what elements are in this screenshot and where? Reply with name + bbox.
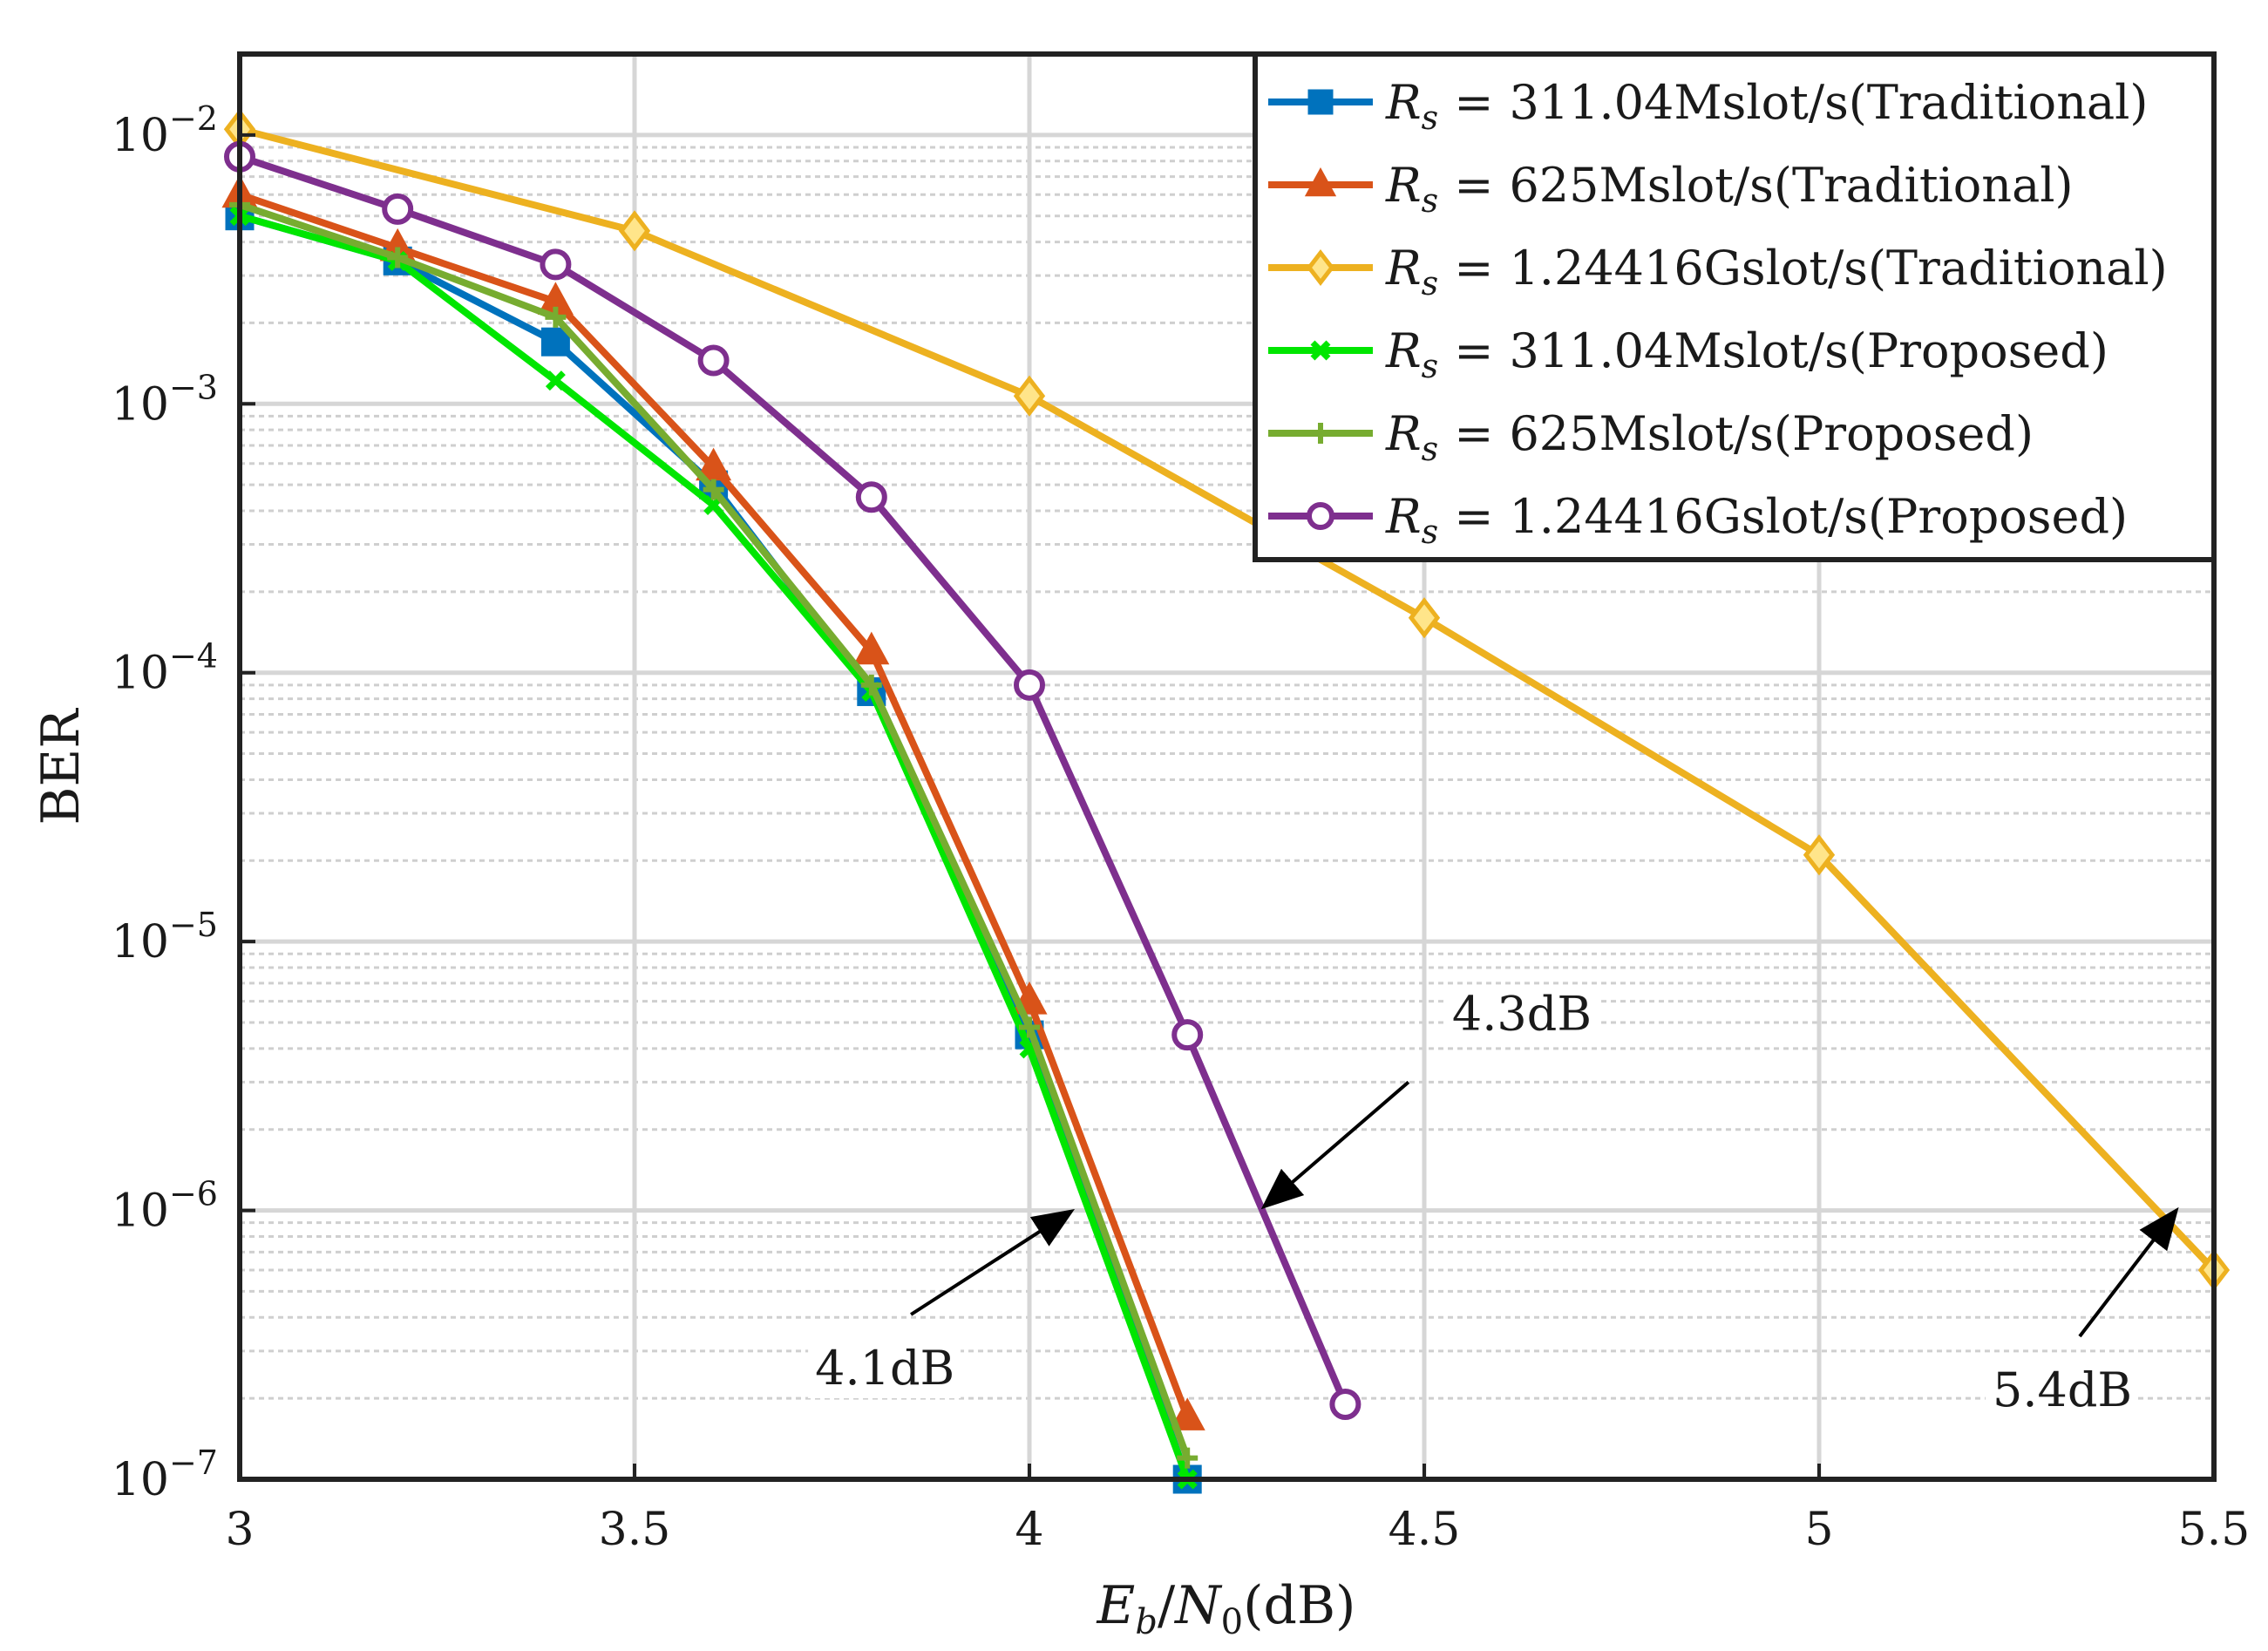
x-label-unit: (dB) xyxy=(1243,1575,1355,1636)
annotation-label: 4.1dB xyxy=(815,1341,954,1396)
data-point xyxy=(1304,166,1337,197)
data-point xyxy=(1310,423,1331,444)
x-tick-label: 4.5 xyxy=(1389,1504,1461,1556)
y-tick-label: 10−7 xyxy=(112,1444,218,1506)
legend-label: Rs = 1.24416Gslot/s(Traditional) xyxy=(1385,241,2168,302)
legend-entry: Rs = 311.04Mslot/s(Proposed) xyxy=(1268,323,2108,385)
legend: Rs = 311.04Mslot/s(Traditional) Rs = 625Mslot… xyxy=(1253,51,2217,562)
y-tick-label: 10−4 xyxy=(112,637,218,700)
series-line xyxy=(239,126,2217,1273)
annotation-label: 5.4dB xyxy=(1993,1362,2132,1417)
legend-label: Rs = 311.04Mslot/s(Proposed) xyxy=(1385,323,2108,385)
x-label-zero: 0 xyxy=(1221,1602,1243,1642)
series-line xyxy=(238,153,1349,1406)
y-tick-label: 10−2 xyxy=(112,99,218,162)
plot-frame xyxy=(237,51,2217,1482)
legend-entry: Rs = 1.24416Gslot/s(Traditional) xyxy=(1268,241,2168,302)
data-point xyxy=(703,479,724,500)
annotation-bg xyxy=(808,1342,961,1398)
x-axis-label: Eb/N0(dB) xyxy=(1097,1575,1356,1642)
legend-label: Rs = 1.24416Gslot/s(Proposed) xyxy=(1385,489,2128,551)
data-point xyxy=(1306,248,1335,287)
x-tick-label: 3.5 xyxy=(599,1504,671,1556)
data-point xyxy=(1803,834,1836,876)
data-point xyxy=(382,193,414,225)
data-point xyxy=(1307,502,1334,530)
annotation-arrow xyxy=(1260,1080,1410,1210)
data-point xyxy=(545,370,566,391)
x-tick-label: 3 xyxy=(225,1504,254,1556)
data-point xyxy=(1013,375,1046,417)
legend-entry: Rs = 625Mslot/s(Traditional) xyxy=(1268,158,2074,220)
data-point xyxy=(860,674,882,696)
data-point xyxy=(853,631,890,665)
annotation: 4.3dB xyxy=(1260,986,1598,1210)
x-tick-label: 5.5 xyxy=(2178,1504,2251,1556)
legend-label: Rs = 311.04Mslot/s(Traditional) xyxy=(1385,75,2149,137)
legend-label: Rs = 625Mslot/s(Traditional) xyxy=(1385,158,2074,220)
data-point xyxy=(1307,89,1334,115)
y-tick-label: 10−6 xyxy=(112,1175,218,1238)
x-label-n: N xyxy=(1173,1575,1223,1636)
data-point xyxy=(1177,1447,1199,1469)
legend-label: Rs = 625Mslot/s(Proposed) xyxy=(1385,406,2034,468)
x-label-slash: / xyxy=(1158,1575,1176,1636)
y-tick-label: 10−5 xyxy=(112,906,218,968)
annotation-arrow xyxy=(2078,1206,2179,1338)
annotation-bg xyxy=(1444,988,1598,1044)
data-point xyxy=(855,481,887,513)
x-label-b: b xyxy=(1135,1602,1158,1642)
x-tick-label: 5 xyxy=(1804,1504,1833,1556)
data-point xyxy=(1171,1019,1204,1051)
y-axis-label: BER xyxy=(31,708,92,826)
annotation-label: 4.3dB xyxy=(1452,986,1592,1041)
legend-entries: Rs = 311.04Mslot/s(Traditional) Rs = 625Mslot… xyxy=(1268,75,2168,551)
data-point xyxy=(697,344,730,377)
data-point xyxy=(618,210,651,252)
data-point xyxy=(540,327,570,357)
y-tick-label: 10−3 xyxy=(112,368,218,431)
x-label-e: E xyxy=(1097,1575,1136,1636)
x-tick-label: 4 xyxy=(1015,1504,1043,1556)
legend-entry: Rs = 1.24416Gslot/s(Proposed) xyxy=(1268,489,2128,551)
series-3 xyxy=(223,108,2231,1291)
data-point xyxy=(545,306,567,328)
data-point xyxy=(1329,1389,1361,1421)
legend-entry: Rs = 311.04Mslot/s(Traditional) xyxy=(1268,75,2149,137)
data-point xyxy=(1014,669,1045,701)
annotations: 4.1dB 4.3dB 5.4dB xyxy=(808,986,2179,1421)
data-point xyxy=(540,248,572,281)
tick-labels: 3 3.5 4 4.5 5 5.5 10−2 10−3 10−4 10−5 10−6 10−7 xyxy=(112,99,2251,1556)
data-point xyxy=(1310,340,1331,361)
annotation-arrow xyxy=(910,1208,1076,1316)
data-point xyxy=(387,247,409,268)
legend-box xyxy=(1253,51,2217,562)
legend-entry: Rs = 625Mslot/s(Proposed) xyxy=(1268,406,2034,468)
annotation: 4.1dB xyxy=(808,1208,1076,1398)
annotation-bg xyxy=(1985,1364,2138,1421)
data-point xyxy=(1408,597,1441,639)
data-point xyxy=(1019,1016,1040,1038)
data-point xyxy=(1169,1397,1205,1430)
annotation: 5.4dB xyxy=(1985,1206,2179,1421)
